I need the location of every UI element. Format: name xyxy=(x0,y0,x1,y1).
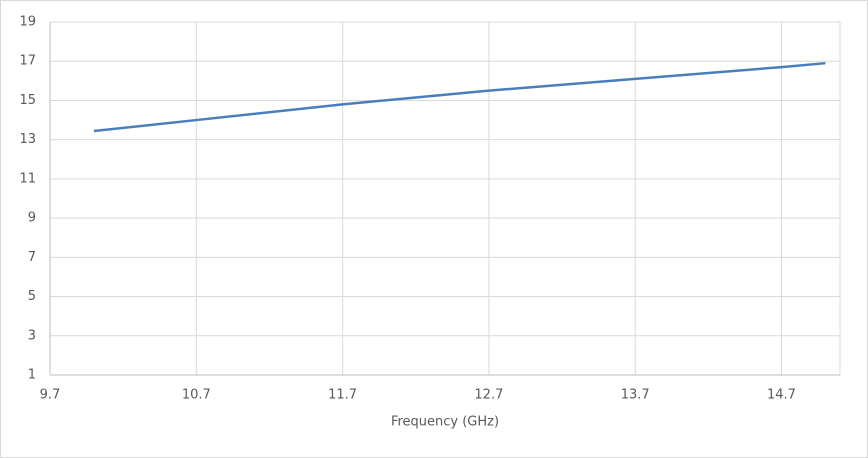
x-tick-label: 13.7 xyxy=(621,388,650,403)
x-tick-label: 14.7 xyxy=(767,388,796,403)
x-tick-label: 10.7 xyxy=(182,388,211,403)
data-line xyxy=(93,61,826,133)
y-tick-label: 7 xyxy=(28,250,36,265)
y-tick-label: 19 xyxy=(19,15,36,30)
x-tick-label: 11.7 xyxy=(328,388,357,403)
y-tick-label: 9 xyxy=(28,211,36,226)
x-tick-label: 9.7 xyxy=(40,388,61,403)
y-tick-label: 11 xyxy=(19,171,36,186)
y-tick-label: 3 xyxy=(28,328,36,343)
x-axis-label: Frequency (GHz) xyxy=(391,415,499,430)
x-tick-label: 12.7 xyxy=(474,388,503,403)
y-tick-label: 13 xyxy=(19,132,36,147)
y-tick-label: 15 xyxy=(19,93,36,108)
y-tick-label: 5 xyxy=(28,289,36,304)
y-tick-label: 1 xyxy=(28,368,36,383)
y-tick-label: 17 xyxy=(19,54,36,69)
